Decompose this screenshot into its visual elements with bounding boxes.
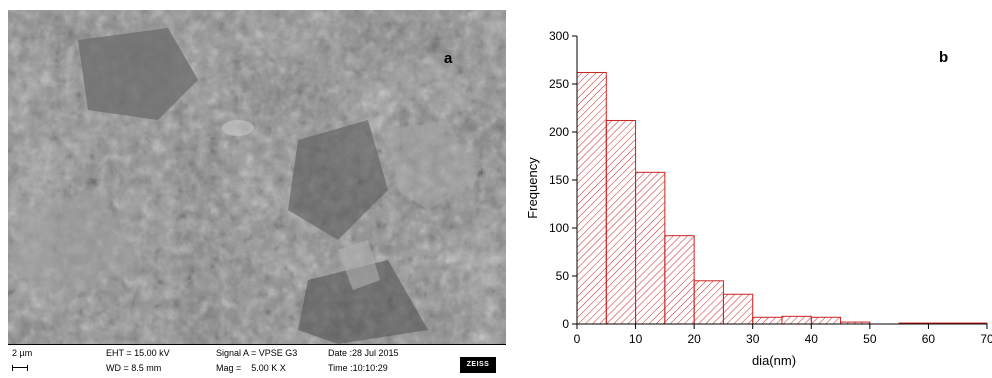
histogram-bar-2	[635, 171, 666, 325]
zeiss-logo: ZEISS	[460, 357, 496, 373]
panel-label-a: a	[444, 50, 453, 67]
chart-axes: 0 50 100 150 200 250 300 0 10 20 30 40 50 60 70	[549, 29, 992, 346]
x-tick-label-50: 50	[863, 332, 877, 346]
x-tick-label-20: 20	[687, 332, 701, 346]
histogram-bar-8	[810, 316, 842, 325]
histogram-bar-1	[605, 119, 637, 325]
panel-label-b: b	[939, 49, 948, 66]
signal-value: Signal A = VPSE G3	[216, 348, 298, 358]
y-tick-label-150: 150	[549, 173, 569, 187]
scale-bar	[12, 365, 28, 371]
histogram-bar-4	[693, 280, 724, 325]
y-tick-label-0: 0	[562, 317, 569, 331]
wd-value: WD = 8.5 mm	[106, 363, 162, 373]
histogram-bar-5	[722, 293, 754, 325]
x-axis-title: dia(nm)	[752, 353, 796, 368]
histogram-bars	[576, 71, 988, 325]
histogram-bar-0	[576, 71, 607, 325]
x-tick-label-0: 0	[574, 332, 581, 346]
mag-value: Mag = 5.00 K X	[216, 363, 286, 373]
x-tick-label-60: 60	[922, 332, 936, 346]
y-tick-label-100: 100	[549, 221, 569, 235]
x-tick-label-10: 10	[629, 332, 643, 346]
x-tick-label-30: 30	[746, 332, 760, 346]
y-axis-title: Frequency	[525, 157, 540, 219]
date-value: Date :28 Jul 2015	[328, 348, 399, 358]
sem-info-bar: 2 µm EHT = 15.00 kV WD = 8.5 mm Signal A…	[8, 344, 506, 376]
x-tick-label-40: 40	[805, 332, 819, 346]
y-tick-label-50: 50	[556, 269, 570, 283]
histogram-bar-7	[781, 315, 812, 325]
eht-value: EHT = 15.00 kV	[106, 348, 170, 358]
sem-micrograph-image	[8, 10, 506, 344]
histogram-bar-6	[752, 316, 783, 325]
scale-label: 2 µm	[12, 348, 33, 358]
y-tick-label-200: 200	[549, 125, 569, 139]
sem-micrograph-panel: a 2 µm EHT = 15.00 kV WD = 8.5 mm Signal…	[8, 10, 506, 376]
y-tick-label-250: 250	[549, 77, 569, 91]
x-tick-label-70: 70	[980, 332, 992, 346]
y-tick-label-300: 300	[549, 29, 569, 43]
frequency-histogram: 0 50 100 150 200 250 300 0 10 20 30 40 50 60 70 b dia(…	[525, 29, 992, 368]
histogram-bar-3	[664, 235, 695, 325]
time-value: Time :10:10:29	[328, 363, 388, 373]
